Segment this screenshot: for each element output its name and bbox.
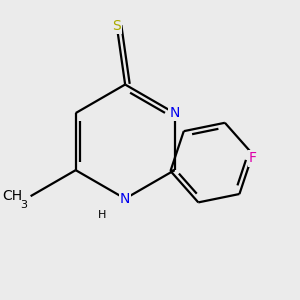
Text: CH: CH	[2, 189, 22, 203]
Text: F: F	[249, 152, 257, 165]
Text: 3: 3	[20, 200, 27, 210]
Text: S: S	[112, 19, 121, 33]
Text: N: N	[169, 106, 180, 120]
Text: H: H	[98, 211, 106, 220]
Text: N: N	[120, 192, 130, 206]
